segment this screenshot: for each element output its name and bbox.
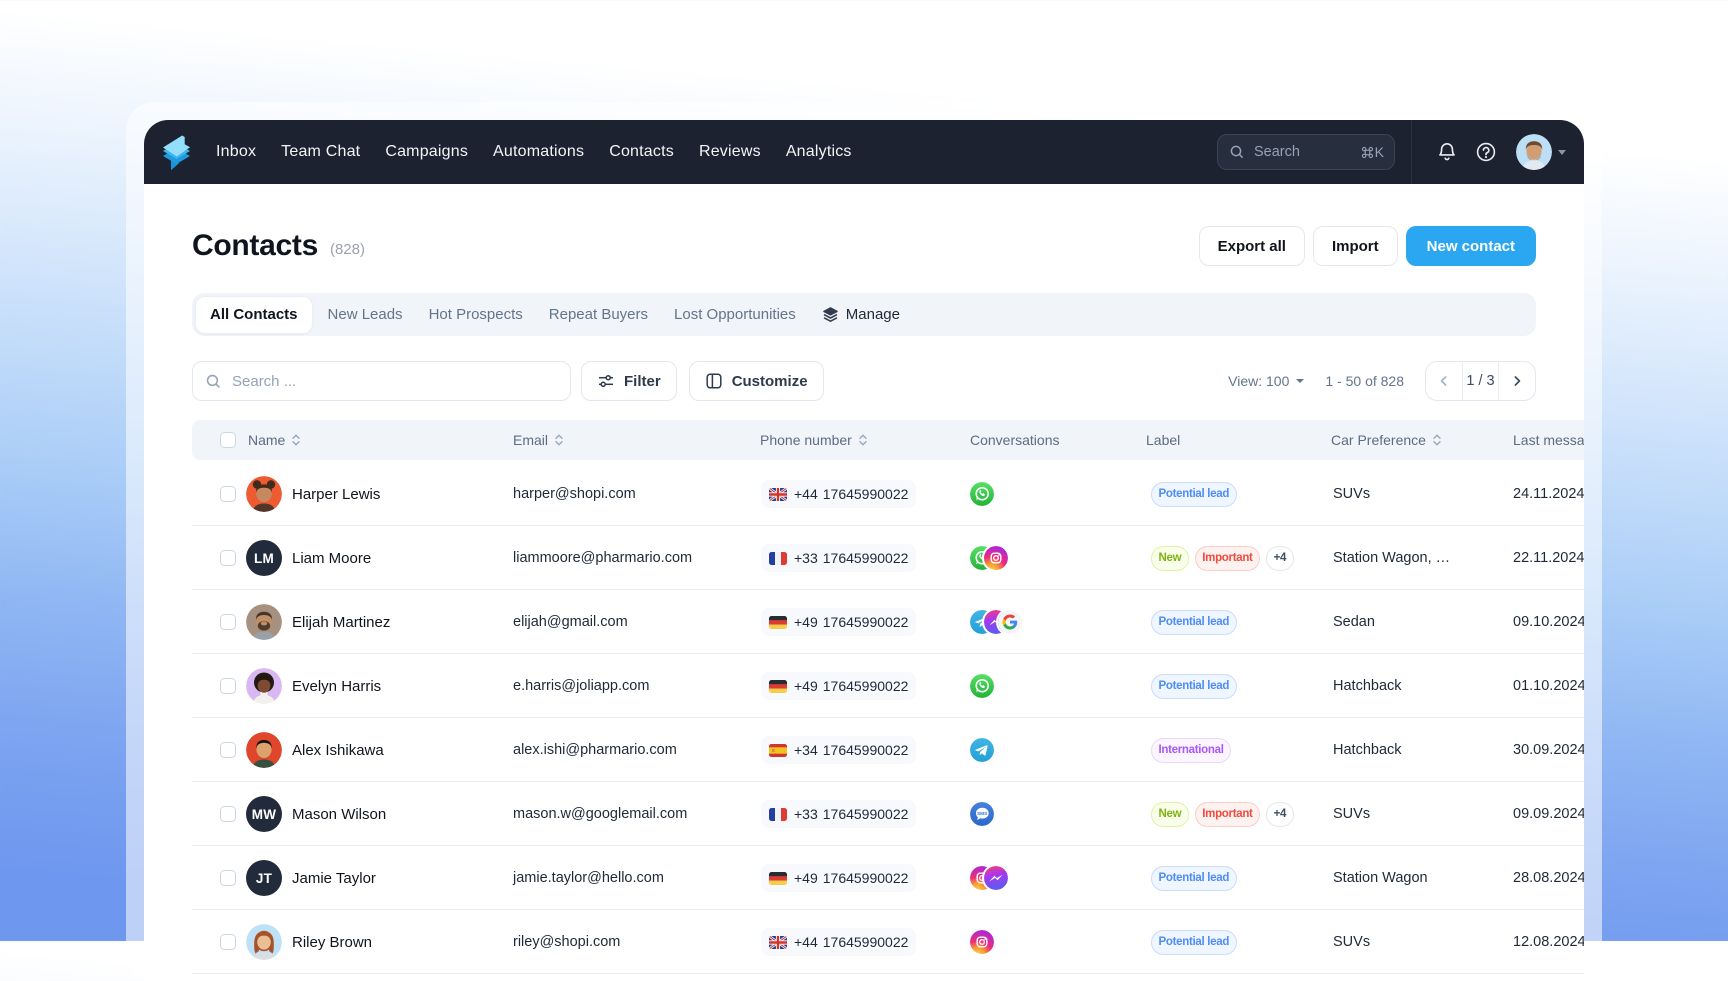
- svg-text:SMS: SMS: [977, 811, 988, 817]
